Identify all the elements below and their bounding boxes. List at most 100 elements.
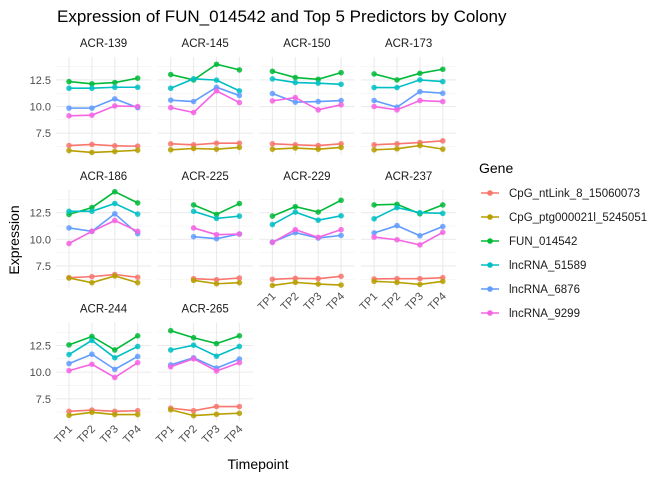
facet-strip-label: ACR-150 — [283, 38, 330, 50]
data-point — [89, 337, 95, 344]
data-point — [292, 145, 299, 151]
data-point — [66, 367, 72, 374]
facet-panel-acr-150: ACR-150 — [259, 38, 355, 155]
data-point — [292, 94, 299, 101]
x-tick-label: TP3 — [302, 290, 325, 313]
data-point — [440, 138, 446, 144]
data-point — [338, 97, 344, 104]
data-point — [213, 340, 220, 347]
facet-panel-acr-265: ACR-265 TP1 TP2 TP3 TP4 — [154, 304, 253, 446]
data-point — [338, 226, 344, 233]
data-point — [66, 351, 72, 358]
data-point — [134, 103, 141, 110]
series-line-lncrna_6876 — [68, 212, 139, 235]
facet-panel-acr-237: ACR-237 TP1 TP2 TP3 TP4 — [357, 171, 457, 313]
data-point — [315, 234, 322, 241]
data-point — [371, 103, 377, 110]
data-point — [190, 233, 197, 240]
data-point — [190, 202, 197, 208]
data-point — [66, 240, 72, 247]
series-line-lncrna_6876 — [170, 86, 240, 103]
data-point — [134, 75, 141, 81]
data-point — [371, 84, 377, 91]
facet-panels: ACR-139 7.5 10.0 12.5 ACR-145 ACR-150 ACR-173 A… — [30, 38, 457, 446]
data-point — [236, 279, 243, 286]
data-point — [338, 69, 344, 76]
legend-label: CpG_ptg000021l_5245051 — [509, 212, 647, 224]
data-point — [213, 140, 220, 146]
series-line-lncrna_51589 — [373, 206, 443, 220]
series-line-cpg_ptg000021l_5245051 — [374, 144, 443, 151]
y-tick-label: 7.5 — [36, 261, 51, 273]
x-tick-label: TP4 — [324, 290, 347, 313]
data-point — [89, 149, 95, 156]
data-point — [315, 146, 322, 152]
data-point — [440, 78, 446, 85]
data-point — [66, 225, 72, 231]
data-point — [66, 147, 72, 154]
data-point — [371, 146, 377, 153]
legend-item: lncRNA_9299 — [481, 308, 580, 320]
data-point — [167, 327, 174, 334]
x-tick-label: TP3 — [200, 423, 223, 446]
data-point — [292, 279, 299, 286]
data-point — [112, 79, 118, 86]
data-point — [112, 103, 118, 109]
data-point — [190, 109, 197, 116]
data-point — [112, 273, 118, 279]
data-point — [315, 76, 322, 83]
data-point — [66, 105, 72, 111]
data-point — [394, 236, 400, 243]
series-line-cpg_ntlink_8_15060073 — [170, 142, 240, 146]
data-point — [371, 278, 377, 285]
data-point — [417, 242, 423, 248]
data-point — [371, 141, 377, 148]
data-point — [213, 88, 220, 94]
data-point — [190, 334, 197, 341]
legend-item: FUN_014542 — [481, 236, 577, 248]
y-tick-label: 10.0 — [30, 234, 51, 246]
data-point — [236, 410, 243, 417]
data-point — [440, 229, 446, 236]
x-tick-label: TP2 — [75, 423, 98, 446]
data-point — [213, 77, 220, 83]
data-point — [417, 88, 423, 95]
series-line-lncrna_51589 — [374, 79, 443, 89]
legend-item: lncRNA_6876 — [481, 284, 580, 296]
data-point — [190, 342, 197, 348]
data-point — [89, 112, 95, 118]
data-point — [213, 61, 220, 68]
data-point — [167, 406, 174, 413]
data-point — [440, 210, 446, 217]
legend-key-point — [487, 286, 493, 292]
legend-key-point — [487, 214, 493, 220]
chart-title: Expression of FUN_014542 and Top 5 Predi… — [57, 7, 507, 26]
data-point — [89, 279, 95, 286]
series-line-cpg_ntlink_8_15060073 — [68, 409, 138, 413]
data-point — [315, 80, 322, 87]
series-line-cpg_ntlink_8_15060073 — [272, 143, 342, 147]
data-point — [112, 96, 118, 102]
legend-label: lncRNA_9299 — [509, 308, 580, 320]
data-point — [269, 76, 276, 82]
data-point — [236, 144, 243, 151]
facet-strip-label: ACR-229 — [283, 171, 330, 183]
data-point — [66, 360, 72, 367]
data-point — [394, 279, 400, 286]
legend-label: lncRNA_51589 — [509, 260, 586, 272]
data-point — [315, 98, 322, 105]
data-point — [112, 148, 118, 155]
y-tick-label: 7.5 — [36, 394, 51, 406]
facet-panel-acr-225: ACR-225 — [157, 171, 253, 288]
data-point — [112, 200, 118, 207]
data-point — [112, 84, 118, 91]
series-line-lncrna_9299 — [373, 99, 443, 111]
y-tick-label: 12.5 — [30, 341, 51, 353]
data-point — [371, 215, 377, 222]
data-point — [269, 90, 276, 97]
facet-strip-label: ACR-186 — [80, 171, 127, 183]
series-line-cpg_ntlink_8_15060073 — [374, 140, 443, 146]
data-point — [112, 347, 118, 353]
data-point — [371, 71, 377, 77]
series-line-cpg_ptg000021l_5245051 — [170, 408, 240, 417]
